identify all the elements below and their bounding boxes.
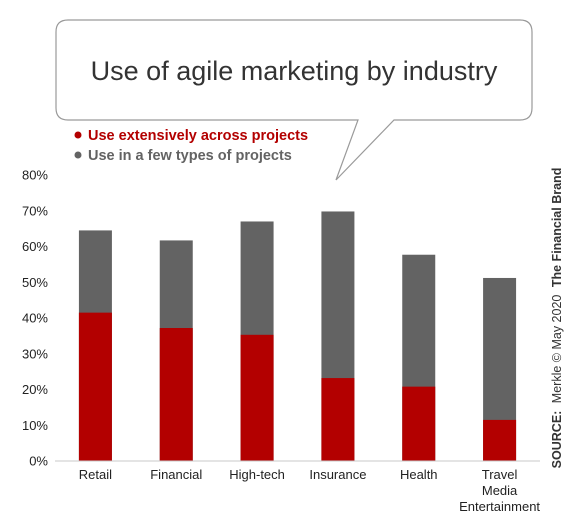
category-label: Health xyxy=(400,467,438,482)
y-tick-label: 10% xyxy=(22,418,48,433)
bars xyxy=(78,211,517,461)
legend: Use extensively across projects Use in a … xyxy=(74,128,308,164)
y-tick-label: 30% xyxy=(22,346,48,361)
bar-extensive xyxy=(78,312,112,461)
category-label: Financial xyxy=(150,467,202,482)
x-axis: Retail Financial High-tech Insurance Health T… xyxy=(55,460,540,514)
legend-label: Use in a few types of projects xyxy=(88,148,292,164)
source-text: Merkle © May 2020 xyxy=(550,295,564,404)
legend-marker xyxy=(74,151,82,159)
y-tick-label: 80% xyxy=(22,168,48,183)
bar-extensive xyxy=(402,386,436,461)
bar-extensive xyxy=(159,328,193,461)
y-tick-label: 0% xyxy=(29,454,48,469)
category-label: Insurance xyxy=(309,467,366,482)
title-bubble-shape xyxy=(55,19,533,181)
source-brand: The Financial Brand xyxy=(550,168,564,287)
bar-extensive xyxy=(321,378,355,461)
y-tick-label: 20% xyxy=(22,382,48,397)
bar-extensive xyxy=(483,419,517,461)
y-tick-label: 70% xyxy=(22,203,48,218)
category-label: Retail xyxy=(79,467,112,482)
legend-label: Use extensively across projects xyxy=(88,128,308,144)
y-tick-label: 40% xyxy=(22,311,48,326)
y-axis: 0% 10% 20% 30% 40% 50% 60% 70% 80% xyxy=(22,168,48,469)
source-line: SOURCE: Merkle © May 2020 The Financial … xyxy=(550,168,564,469)
title-bubble: Use of agile marketing by industry xyxy=(55,19,533,181)
category-label: Travel Media Entertainment xyxy=(459,467,540,514)
y-tick-label: 50% xyxy=(22,275,48,290)
chart-title: Use of agile marketing by industry xyxy=(91,56,498,86)
y-tick-label: 60% xyxy=(22,239,48,254)
legend-marker xyxy=(74,131,82,139)
source-prefix: SOURCE: xyxy=(550,411,564,469)
category-label: High-tech xyxy=(229,467,285,482)
bar-extensive xyxy=(240,334,274,461)
